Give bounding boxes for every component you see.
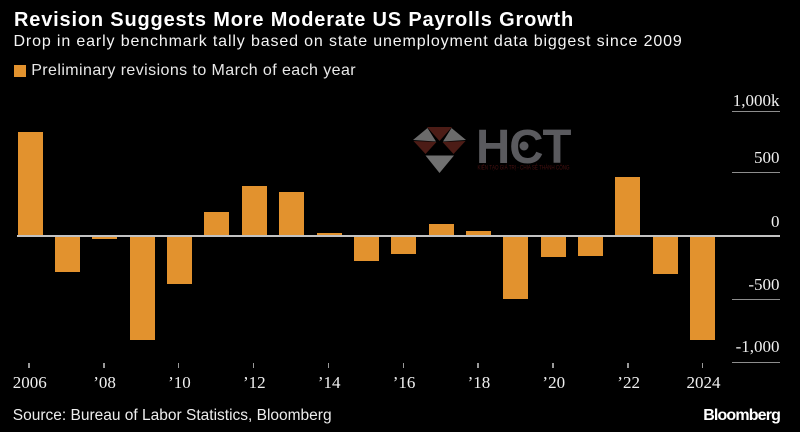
svg-text:KIẾN TẠO GIÁ TRỊ - CHIA SẺ THÀ: KIẾN TẠO GIÁ TRỊ - CHIA SẺ THÀNH CÔNG <box>477 165 569 172</box>
